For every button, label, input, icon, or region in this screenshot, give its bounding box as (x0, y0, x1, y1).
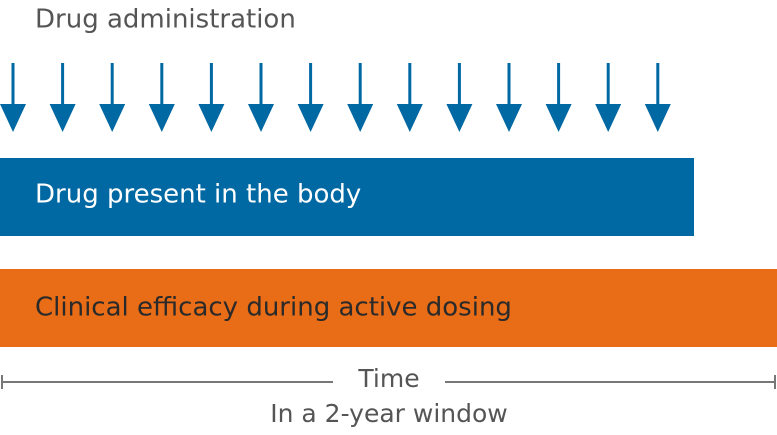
arrow-head (0, 104, 26, 132)
arrow-head (99, 104, 126, 132)
arrow-head (644, 104, 671, 132)
arrow-head (148, 104, 175, 132)
bar-drug (0, 158, 694, 236)
arrow-head (496, 104, 522, 132)
arrow-head (347, 104, 374, 132)
arrows (0, 63, 671, 132)
arrow-head (446, 104, 473, 132)
bar-efficacy (0, 269, 777, 347)
axis-label: Time (357, 364, 419, 393)
arrow-head (396, 104, 423, 132)
arrow-head (545, 104, 572, 132)
arrow-head (595, 104, 622, 132)
arrow-head (248, 104, 274, 132)
title: Drug administration (35, 5, 296, 35)
arrow-head (297, 104, 324, 132)
axis-sublabel: In a 2-year window (270, 399, 508, 428)
bar-label: Clinical efficacy during active dosing (35, 293, 512, 323)
arrow-head (198, 104, 225, 132)
arrow-head (49, 104, 76, 132)
bar-label: Drug present in the body (35, 180, 361, 210)
